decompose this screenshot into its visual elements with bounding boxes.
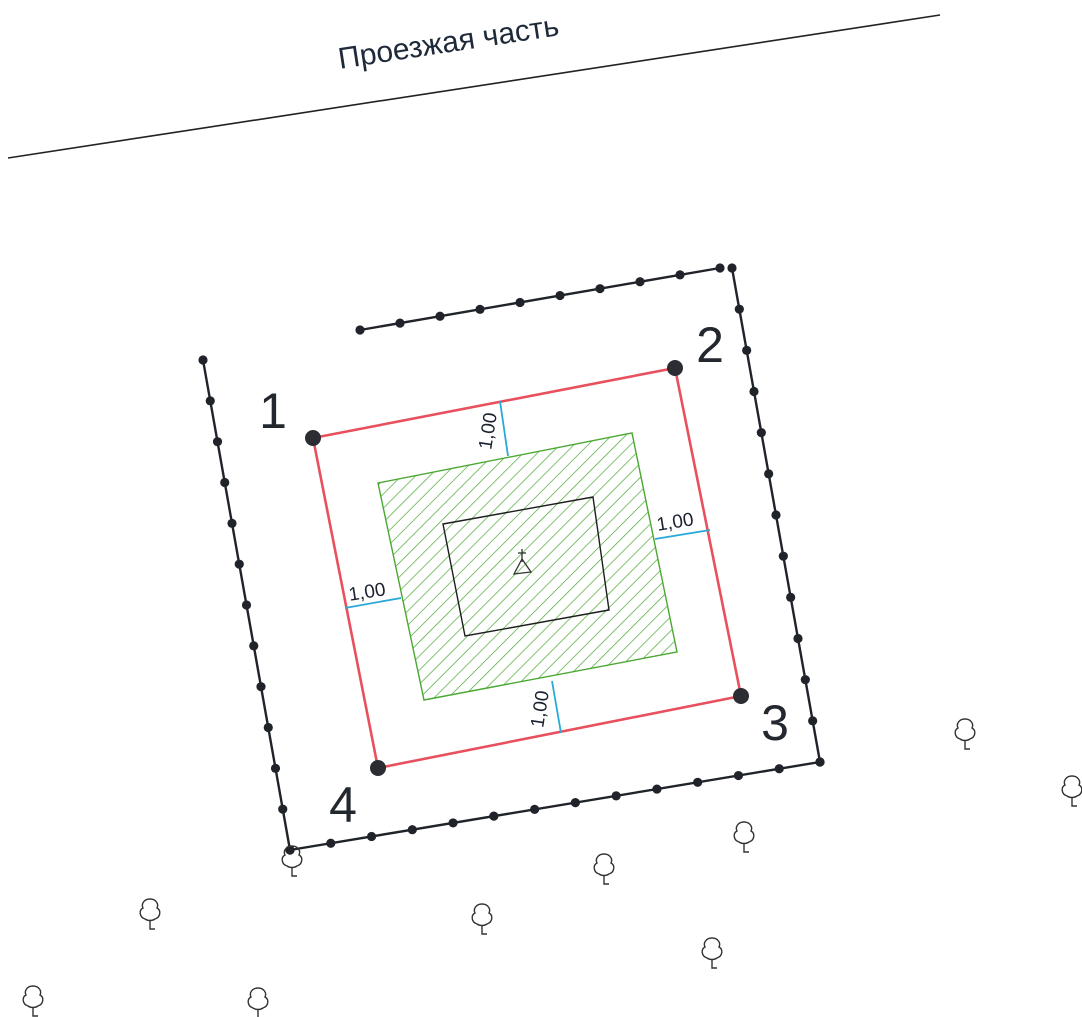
- road-edge-line: [7, 14, 941, 159]
- fence-post-bottom-9: [652, 784, 662, 794]
- fence-post-top-8: [675, 270, 685, 280]
- fence-posts: [198, 263, 825, 855]
- dimension-top-label: 1,00: [475, 411, 502, 451]
- fence-post-bottom-8: [611, 791, 621, 801]
- fence-post-bottom-5: [489, 811, 499, 821]
- fence-post-left-9: [263, 722, 273, 733]
- fence-top-line: [359, 266, 721, 332]
- fence-post-bottom-2: [366, 831, 377, 842]
- fence-post-left-7: [249, 641, 259, 651]
- fence-post-bottom-11: [733, 770, 744, 781]
- fence-post-left-5: [234, 559, 244, 569]
- cross-triangle-icon: [512, 549, 533, 575]
- fence-bottom-line: [289, 760, 821, 852]
- fence-post-left-3: [220, 477, 230, 488]
- trees: [22, 718, 1082, 1017]
- fence-post-right-7: [778, 551, 788, 561]
- fence-post-top-3: [475, 304, 485, 314]
- fence-post-top-0: [355, 325, 365, 335]
- fence-post-left-4: [227, 518, 237, 528]
- dimension-top-line: [499, 400, 509, 457]
- fence-post-left-11: [278, 804, 288, 814]
- dimension-bottom-label: 1,00: [527, 689, 554, 729]
- fence-post-top-6: [595, 284, 605, 294]
- fence-post-top-7: [635, 277, 645, 287]
- fence-post-left-0: [198, 355, 208, 365]
- fence-post-bottom-13: [815, 757, 825, 767]
- tree-icon: [139, 898, 161, 930]
- tree-icon: [701, 937, 723, 969]
- tree-icon: [593, 853, 615, 885]
- fence-post-bottom-6: [530, 804, 540, 814]
- corner-label-2: 2: [696, 317, 724, 373]
- corner-point-1: [305, 430, 321, 446]
- tree-icon: [733, 821, 755, 853]
- fence-post-left-6: [241, 600, 252, 610]
- corner-label-1: 1: [259, 383, 287, 439]
- fence-post-right-5: [764, 469, 774, 479]
- tree-icon: [954, 718, 976, 750]
- fence-post-left-2: [212, 437, 223, 447]
- fence-post-top-1: [395, 318, 405, 328]
- fence-post-right-3: [749, 386, 759, 397]
- corner-point-2: [667, 360, 683, 376]
- corner-point-4: [370, 760, 386, 776]
- dimension-left-line: [344, 597, 402, 609]
- grave-outline: [442, 496, 610, 637]
- fence-post-right-10: [800, 675, 810, 685]
- fence-post-top-9: [715, 263, 725, 273]
- dimension-right-line: [654, 529, 711, 540]
- fence-post-left-8: [256, 682, 266, 692]
- fence-post-top-4: [515, 297, 525, 308]
- fence-post-right-1: [734, 304, 744, 314]
- corner-label-4: 4: [329, 777, 357, 833]
- tree-icon: [471, 903, 493, 935]
- fence-post-bottom-3: [407, 825, 417, 835]
- corner-point-3: [733, 688, 749, 704]
- tree-icon: [22, 985, 44, 1017]
- fence-post-bottom-12: [774, 764, 784, 774]
- road-label: Проезжая часть: [336, 9, 561, 75]
- fence-post-right-9: [793, 633, 803, 644]
- fence-post-right-4: [756, 428, 766, 438]
- fence-post-bottom-10: [693, 777, 703, 787]
- tree-icon: [247, 987, 269, 1017]
- tree-icon: [281, 845, 303, 877]
- fence-post-right-2: [742, 345, 752, 355]
- dimension-bottom-line: [551, 680, 562, 734]
- fence-post-right-11: [808, 716, 818, 726]
- fence-post-bottom-1: [326, 838, 336, 848]
- fence-post-left-10: [270, 763, 281, 773]
- fence-post-right-8: [786, 592, 796, 602]
- fence-post-right-0: [727, 263, 737, 273]
- fence-post-top-2: [435, 311, 445, 321]
- corner-label-3: 3: [761, 695, 789, 751]
- tree-icon: [1061, 775, 1082, 807]
- fence-post-bottom-7: [570, 798, 580, 808]
- fence-post-left-1: [205, 396, 215, 406]
- fence-post-bottom-4: [448, 818, 458, 828]
- fence-post-top-5: [555, 290, 565, 301]
- dimension-right-label: 1,00: [655, 509, 695, 536]
- fence-post-right-6: [771, 510, 781, 520]
